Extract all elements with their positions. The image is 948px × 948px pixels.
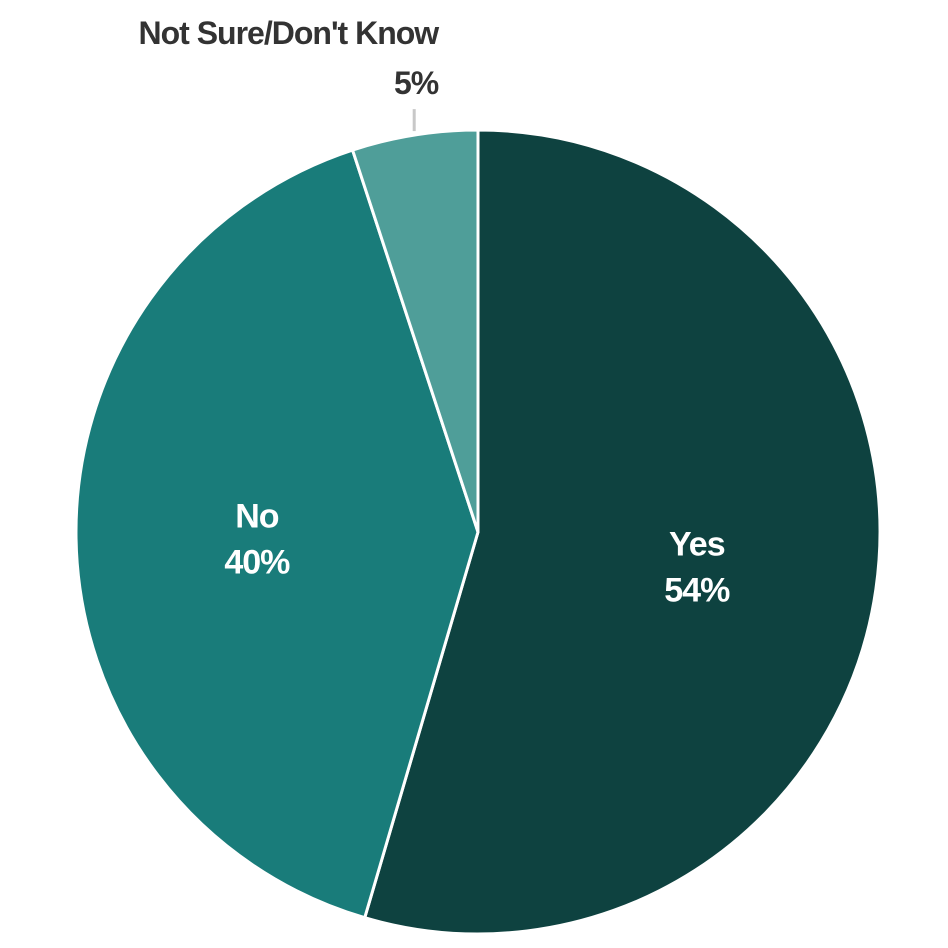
pie-slice-not-sure-don-t-know bbox=[351, 128, 480, 534]
pie-labels: Yes 54% No 40% Not Sure/Don't Know 5% bbox=[139, 15, 732, 610]
slice-value-no: 40% bbox=[224, 544, 290, 582]
pie-slice-no bbox=[74, 148, 480, 920]
pie-slices bbox=[74, 128, 882, 936]
pie-slice-yes bbox=[363, 128, 882, 936]
slice-label-yes: Yes bbox=[669, 526, 725, 564]
slice-value-not-sure-don-t-know: 5% bbox=[394, 65, 439, 101]
slice-label-not-sure-don-t-know: Not Sure/Don't Know bbox=[139, 15, 440, 51]
slice-label-no: No bbox=[235, 498, 279, 536]
slice-value-yes: 54% bbox=[664, 572, 730, 610]
